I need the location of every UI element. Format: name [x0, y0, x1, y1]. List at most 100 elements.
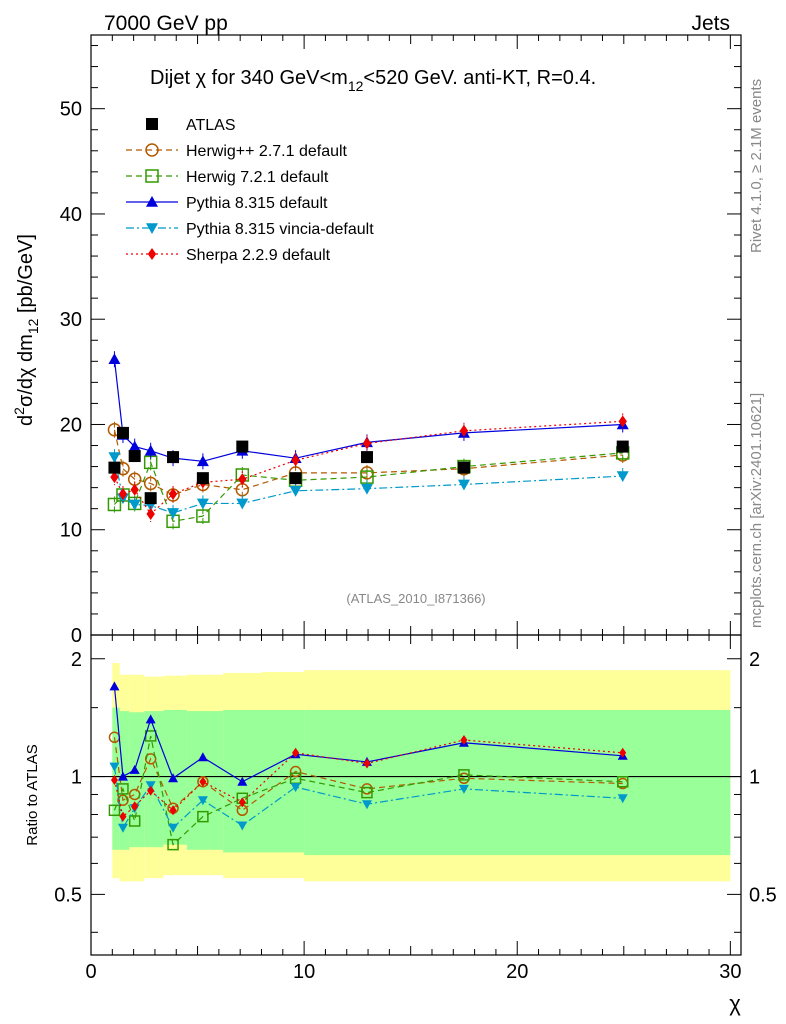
series-point — [169, 805, 177, 816]
data-point — [457, 461, 470, 474]
series-point — [238, 797, 246, 808]
series-point — [167, 508, 180, 519]
series-point — [237, 821, 248, 831]
legend-label: Pythia 8.315 default — [186, 195, 328, 212]
series-point — [168, 823, 179, 833]
ratio-y-axis-label: Ratio to ATLAS — [24, 744, 41, 845]
series-point — [196, 498, 209, 510]
series-point — [168, 773, 179, 783]
axis-tick-labels: 0 10 20 30 0 10 20 30 40 50 0.5 0.5 1 1 2 2 — [54, 99, 777, 983]
series-point — [361, 786, 373, 799]
series-point — [167, 838, 179, 851]
series-point — [147, 248, 157, 260]
series-point — [361, 800, 372, 810]
x-tick-label: 30 — [719, 961, 741, 983]
data-point — [108, 461, 121, 474]
series-point — [144, 753, 157, 765]
ratio-tick-label-left: 1 — [71, 767, 82, 789]
y-tick-label: 10 — [60, 520, 82, 542]
y-axis-label: d2σ/dχ dm12 [pb/GeV] — [11, 234, 41, 426]
series-point — [128, 499, 141, 511]
band-green — [129, 712, 145, 848]
series-point — [616, 775, 629, 788]
ratio-series-line — [113, 735, 623, 846]
series-point — [362, 437, 372, 450]
data-point — [616, 440, 629, 453]
series-point — [236, 498, 249, 510]
series-point — [292, 747, 300, 758]
data-point — [146, 118, 158, 130]
data-point — [196, 472, 209, 485]
series-point — [129, 764, 140, 774]
series-point — [128, 815, 141, 827]
series-point — [290, 783, 301, 793]
series-point — [143, 476, 158, 491]
series-point — [459, 424, 469, 437]
legend-label: Sherpa 2.2.9 default — [186, 247, 331, 264]
series-point — [460, 735, 468, 746]
series-point — [458, 769, 470, 781]
series-point — [119, 811, 127, 822]
data-point — [289, 472, 302, 485]
series-point — [363, 758, 371, 769]
series-point — [238, 473, 247, 486]
series-point — [146, 507, 155, 520]
data-point — [144, 492, 157, 505]
legend-label: Pythia 8.315 vincia-default — [186, 221, 374, 238]
ratio-tick-label-left: 0.5 — [54, 884, 82, 906]
series-point — [289, 765, 302, 778]
y-tick-label: 30 — [60, 309, 82, 331]
data-point — [236, 440, 249, 453]
analysis-id: (ATLAS_2010_I871366) — [346, 591, 485, 606]
series-point — [197, 796, 208, 806]
series-point — [109, 762, 120, 772]
series-point — [146, 223, 158, 234]
data-point — [167, 451, 180, 464]
series-point — [147, 785, 155, 796]
ratio-tick-label-right: 0.5 — [749, 884, 777, 906]
series-point — [360, 483, 373, 495]
series-point — [291, 454, 300, 467]
series-point — [146, 196, 158, 207]
series-point — [145, 143, 159, 157]
data-point — [116, 426, 129, 439]
series-point — [196, 455, 209, 467]
data-point — [360, 451, 373, 464]
series-point — [131, 801, 139, 812]
y-tick-label: 40 — [60, 204, 82, 226]
series-point — [619, 747, 627, 758]
ratio-series-layer — [108, 681, 629, 851]
legend-label: ATLAS — [186, 117, 236, 134]
ratio-plot-frame — [90, 634, 742, 956]
x-tick-label: 20 — [506, 961, 528, 983]
ratio-tick-label-right: 2 — [749, 649, 760, 671]
y-tick-label: 20 — [60, 414, 82, 436]
data-point — [128, 450, 141, 463]
band-green — [261, 709, 305, 853]
series-point — [237, 776, 248, 786]
x-tick-label: 10 — [293, 961, 315, 983]
legend-label: Herwig 7.2.1 default — [186, 169, 329, 186]
series-point — [130, 483, 139, 496]
series-point — [145, 169, 159, 183]
rivet-label: Rivet 4.1.0, ≥ 2.1M events — [748, 79, 765, 253]
beam-label: 7000 GeV pp — [104, 12, 228, 35]
series-point — [168, 487, 178, 500]
series-point — [457, 479, 470, 491]
series-point — [108, 353, 121, 365]
x-axis-label: χ — [729, 991, 741, 1016]
series-point — [617, 794, 628, 804]
series-point — [618, 415, 627, 428]
ratio-tick-label-left: 2 — [71, 649, 82, 671]
series-point — [289, 485, 302, 497]
ratio-uncertainty-bands — [112, 663, 731, 882]
series-point — [110, 774, 118, 785]
series-point — [109, 681, 120, 691]
ratio-tick-label-right: 1 — [749, 767, 760, 789]
series-point — [197, 752, 208, 762]
series-point — [108, 804, 121, 817]
series-point — [108, 452, 121, 464]
x-tick-label: 0 — [85, 961, 96, 983]
band-green — [304, 709, 731, 856]
